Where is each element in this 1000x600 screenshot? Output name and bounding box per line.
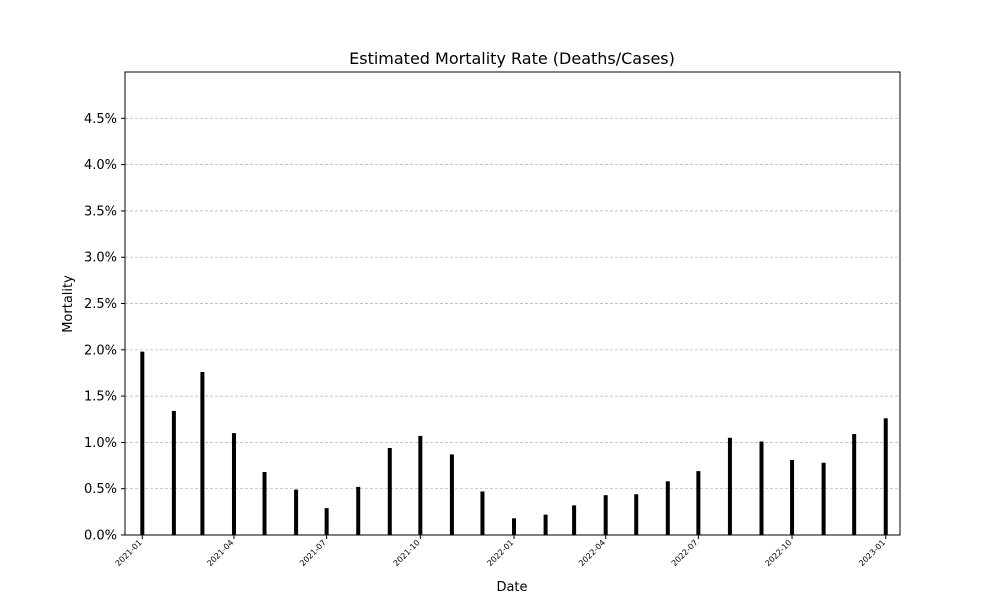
bar [262, 472, 267, 535]
y-axis-label: Mortality [61, 275, 76, 333]
bar [696, 471, 701, 535]
bar [418, 435, 423, 535]
bar [759, 441, 764, 535]
y-tick-label: 3.0% [84, 251, 117, 266]
bar [324, 508, 329, 535]
bar [852, 434, 857, 535]
bar [480, 491, 485, 535]
x-axis-label: Date [496, 580, 527, 595]
y-tick-label: 2.0% [84, 343, 117, 358]
bar [634, 494, 639, 535]
x-tick-label: 2023-01 [857, 538, 887, 568]
bars [140, 351, 888, 535]
bar [512, 518, 517, 535]
bar [821, 462, 826, 535]
x-tick-label: 2022-10 [763, 538, 793, 568]
x-tick-label: 2021-01 [114, 538, 144, 568]
y-tick-label: 0.5% [84, 482, 117, 497]
y-tick-label: 1.0% [84, 436, 117, 451]
y-tick-label: 3.5% [84, 204, 117, 219]
x-tick-label: 2021-10 [392, 538, 422, 568]
bar [790, 459, 795, 535]
bar [200, 372, 205, 535]
x-tick-label: 2022-01 [485, 538, 515, 568]
y-ticks: 0.0% 0.5% 1.0% 1.5% 2.0% 2.5% 3.0% 3.5% 4.0% 4.5% [84, 112, 125, 544]
bar [171, 410, 176, 535]
y-tick-label: 4.5% [84, 112, 117, 127]
bar [231, 433, 236, 535]
x-tick-label: 2022-04 [577, 538, 607, 568]
bar [294, 489, 299, 535]
x-tick-label: 2021-04 [205, 538, 235, 568]
bar [449, 454, 454, 535]
x-tick-label: 2022-07 [670, 538, 700, 568]
bar [883, 418, 888, 535]
bar [356, 486, 361, 535]
x-tick-label: 2021-07 [298, 538, 328, 568]
bar [603, 495, 608, 535]
y-tick-label: 4.0% [84, 158, 117, 173]
y-tick-label: 2.5% [84, 297, 117, 312]
y-grid-lines [125, 117, 900, 490]
bar [665, 481, 670, 535]
bar [727, 437, 732, 535]
y-tick-label: 0.0% [84, 529, 117, 544]
x-ticks: 2021-01 2021-04 2021-07 2021-10 2022-01 2022-… [114, 535, 887, 568]
bar [572, 505, 577, 535]
chart-title: Estimated Mortality Rate (Deaths/Cases) [349, 49, 675, 68]
bar [140, 351, 145, 535]
y-tick-label: 1.5% [84, 390, 117, 405]
bar [387, 447, 392, 535]
bar [543, 514, 548, 535]
